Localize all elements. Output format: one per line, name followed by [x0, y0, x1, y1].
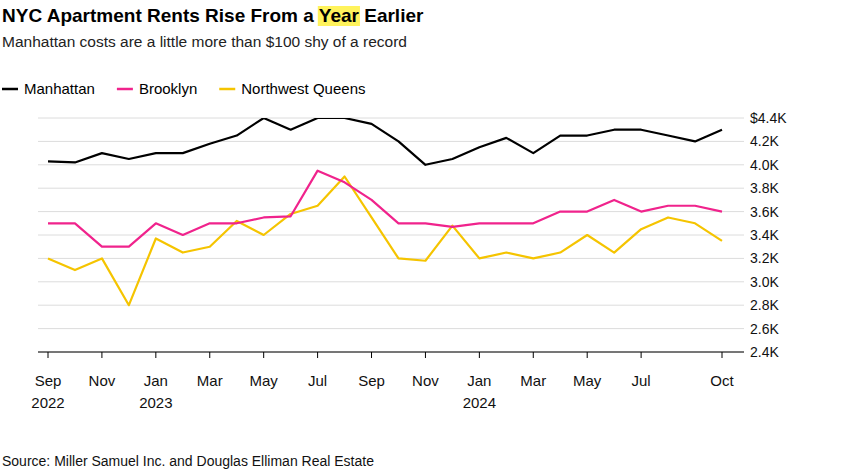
- legend-swatch: [2, 88, 18, 91]
- x-tick: [722, 352, 723, 358]
- x-tick: [263, 352, 264, 358]
- y-tick-label: 4.2K: [750, 133, 779, 149]
- y-tick-label: 3.8K: [750, 180, 779, 196]
- legend-swatch: [117, 88, 133, 91]
- legend-label: Northwest Queens: [241, 80, 365, 97]
- x-tick: [48, 352, 49, 358]
- x-tick-label-line: Mar: [520, 372, 546, 389]
- x-tick: [533, 352, 534, 358]
- title-word: Year: [314, 5, 360, 26]
- y-tick-label: 2.4K: [750, 344, 779, 360]
- y-tick-label: $4.4K: [750, 110, 787, 126]
- series-line: [48, 118, 722, 165]
- x-tick-label-line: 2024: [463, 394, 496, 411]
- x-tick-label: Sep 2022: [31, 372, 64, 411]
- x-tick-label: Nov: [412, 372, 439, 389]
- chart: NYC Apartment Rents Rise From a Year Ear…: [0, 0, 848, 474]
- grid-line: [38, 328, 744, 329]
- x-tick-label-line: Jan: [467, 372, 491, 389]
- legend-label: Manhattan: [24, 80, 95, 97]
- x-tick-label-line: Nov: [412, 372, 439, 389]
- x-tick-label: Oct: [710, 372, 734, 389]
- x-tick: [479, 352, 480, 358]
- x-tick-label-line: Oct: [710, 372, 734, 389]
- y-tick-label: 2.8K: [750, 297, 779, 313]
- x-tick-label: Jul: [308, 372, 327, 389]
- x-tick-label-line: Mar: [197, 372, 223, 389]
- legend-label: Brooklyn: [139, 80, 197, 97]
- grid-line: [38, 118, 744, 119]
- x-tick-label-line: May: [573, 372, 602, 389]
- x-tick: [317, 352, 318, 358]
- x-tick-label: Sep: [358, 372, 385, 389]
- y-tick-label: 2.6K: [750, 321, 779, 337]
- x-tick: [641, 352, 642, 358]
- x-tick-label: Jan 2023: [139, 372, 172, 411]
- x-axis: [38, 352, 744, 353]
- y-tick-label: 4.0K: [750, 157, 779, 173]
- title-word: Rents: [142, 5, 200, 26]
- title-word: a: [298, 5, 314, 26]
- series-line: [48, 177, 722, 306]
- x-tick-label-line: 2022: [31, 394, 64, 411]
- x-tick-label: May: [573, 372, 602, 389]
- grid-line: [38, 164, 744, 165]
- x-tick: [587, 352, 588, 358]
- x-tick-label-line: Jul: [632, 372, 651, 389]
- y-tick-label: 3.2K: [750, 250, 779, 266]
- x-tick-label-line: May: [250, 372, 279, 389]
- x-tick-label-line: Sep: [35, 372, 62, 389]
- x-tick-label-line: 2023: [139, 394, 172, 411]
- x-tick-label: Mar: [520, 372, 546, 389]
- title: NYC Apartment Rents Rise From a Year Ear…: [2, 5, 424, 26]
- title-word: Rise: [200, 5, 245, 26]
- grid-line: [38, 258, 744, 259]
- x-tick-label-line: Sep: [358, 372, 385, 389]
- x-tick: [425, 352, 426, 358]
- subtitle: Manhattan costs are a little more than $…: [2, 33, 407, 50]
- grid-line: [38, 352, 744, 353]
- x-tick-label: Nov: [89, 372, 116, 389]
- x-tick: [371, 352, 372, 358]
- title-word: Apartment: [42, 5, 142, 26]
- y-tick-label: 3.0K: [750, 274, 779, 290]
- x-tick: [209, 352, 210, 358]
- x-tick-label-line: Nov: [89, 372, 116, 389]
- x-tick-label: May: [250, 372, 279, 389]
- x-tick-label: Mar: [197, 372, 223, 389]
- x-tick-label: Jan 2024: [463, 372, 496, 411]
- legend-swatch: [219, 88, 235, 91]
- series-line: [48, 171, 722, 247]
- x-tick-label-line: Jan: [144, 372, 168, 389]
- grid-line: [38, 305, 744, 306]
- source: Source: Miller Samuel Inc. and Douglas E…: [2, 453, 374, 469]
- grid-line: [38, 141, 744, 142]
- x-tick-label-line: Jul: [308, 372, 327, 389]
- grid-line: [38, 281, 744, 282]
- y-tick-label: 3.6K: [750, 204, 779, 220]
- grid-line: [38, 188, 744, 189]
- x-tick: [101, 352, 102, 358]
- y-tick-label: 3.4K: [750, 227, 779, 243]
- title-word: From: [245, 5, 298, 26]
- x-tick-label: Jul: [632, 372, 651, 389]
- plot-area: [48, 118, 722, 305]
- x-tick: [155, 352, 156, 358]
- title-word: Earlier: [359, 5, 424, 26]
- title-word: NYC: [2, 5, 42, 26]
